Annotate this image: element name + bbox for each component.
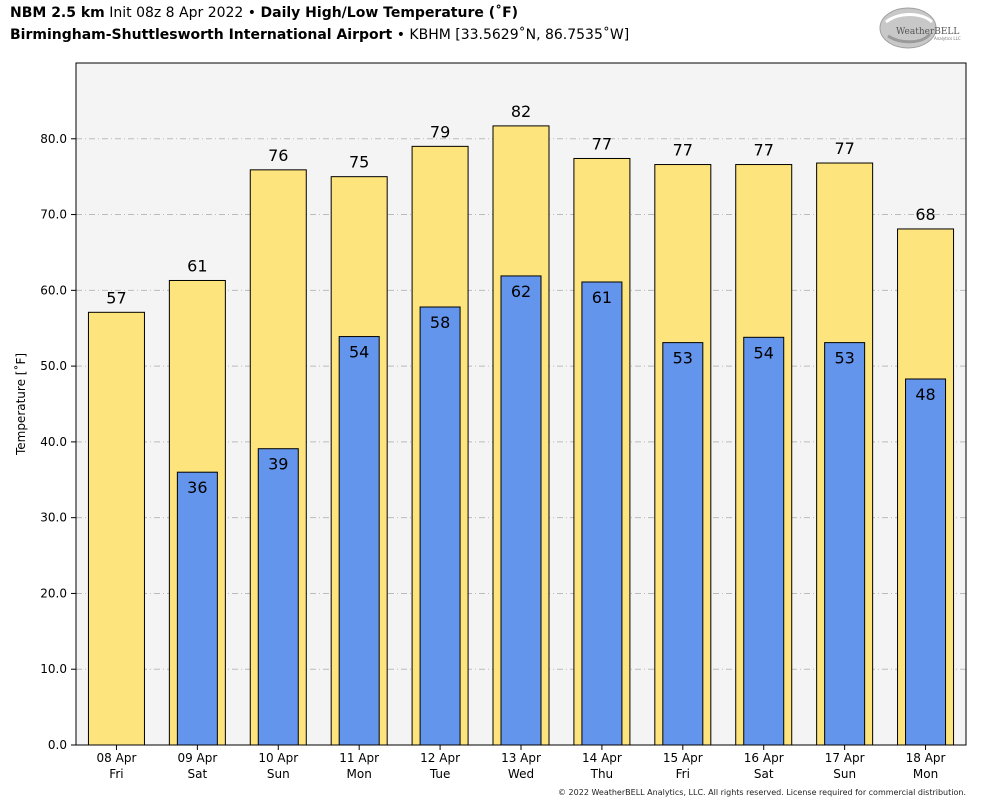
high-value-label: 76 — [268, 146, 288, 165]
x-tick-day: Mon — [913, 767, 938, 781]
low-bar-10 — [905, 378, 947, 746]
bar-labels: 57 61 36 76 39 75 54 79 58 82 62 77 61 77 53 77 54 77 53 68… — [106, 102, 935, 497]
station-name: Birmingham-Shuttlesworth International A… — [10, 27, 393, 43]
copyright-footer: © 2022 WeatherBELL Analytics, LLC. All r… — [558, 788, 966, 797]
x-tick-date: 14 Apr — [582, 751, 622, 765]
low-bar-3 — [338, 336, 380, 746]
low-value-label: 58 — [430, 313, 450, 332]
x-tick-date: 17 Apr — [825, 751, 865, 765]
low-value-label: 54 — [754, 343, 774, 362]
x-tick-day: Sun — [833, 767, 856, 781]
y-axis-label: Temperature [˚F] — [13, 353, 28, 456]
logo-subtext: Analytics LLC — [934, 36, 961, 41]
station-coords: KBHM [33.5629˚N, 86.7535˚W] — [409, 27, 630, 43]
x-tick-day: Thu — [590, 767, 614, 781]
weatherbell-logo: WeatherBELL Analytics LLC — [879, 7, 961, 49]
x-tick-date: 16 Apr — [744, 751, 784, 765]
low-bar-2 — [257, 448, 299, 746]
model-name: NBM 2.5 km — [10, 5, 105, 21]
high-value-label: 68 — [915, 205, 935, 224]
high-value-label: 77 — [754, 141, 774, 160]
x-tick-date: 18 Apr — [906, 751, 946, 765]
low-bar-4 — [419, 306, 461, 746]
high-value-label: 79 — [430, 122, 450, 141]
y-axis: 0.0 10.0 20.0 30.0 40.0 50.0 60.0 70.0 80.0 — [40, 132, 76, 752]
high-value-label: 77 — [592, 134, 612, 153]
x-axis: 08 Apr Fri 09 Apr Sat 10 Apr Sun 11 Apr Mon 12 A… — [97, 745, 946, 781]
low-value-label: 36 — [187, 478, 207, 497]
y-tick-label: 10.0 — [40, 662, 67, 676]
x-tick-day: Fri — [676, 767, 690, 781]
y-tick-label: 40.0 — [40, 435, 67, 449]
low-value-label: 48 — [915, 385, 935, 404]
x-tick-date: 11 Apr — [339, 751, 379, 765]
high-value-label: 82 — [511, 102, 531, 121]
bars — [87, 125, 955, 746]
y-tick-label: 0.0 — [48, 738, 67, 752]
low-bar-7 — [662, 342, 704, 746]
low-bar-6 — [581, 281, 623, 746]
high-value-label: 77 — [834, 139, 854, 158]
title-separator: • — [247, 5, 257, 21]
high-value-label: 75 — [349, 153, 369, 172]
x-tick-day: Wed — [508, 767, 534, 781]
x-tick-day: Fri — [109, 767, 123, 781]
low-value-label: 53 — [834, 349, 854, 368]
high-value-label: 61 — [187, 256, 207, 275]
low-bar-8 — [743, 336, 785, 746]
init-time: Init 08z 8 Apr 2022 — [109, 5, 244, 21]
chart-title-line-2: Birmingham-Shuttlesworth International A… — [10, 27, 629, 43]
low-value-label: 39 — [268, 455, 288, 474]
y-tick-label: 50.0 — [40, 359, 67, 373]
x-tick-date: 10 Apr — [258, 751, 298, 765]
x-tick-date: 13 Apr — [501, 751, 541, 765]
logo-text: WeatherBELL — [896, 27, 959, 37]
x-tick-day: Sun — [267, 767, 290, 781]
x-tick-day: Tue — [429, 767, 451, 781]
low-value-label: 62 — [511, 282, 531, 301]
low-bar-1 — [176, 471, 218, 746]
x-tick-date: 08 Apr — [97, 751, 137, 765]
low-value-label: 54 — [349, 343, 369, 362]
x-tick-day: Sat — [754, 767, 774, 781]
product-name: Daily High/Low Temperature (˚F) — [260, 5, 519, 21]
high-bar-0 — [87, 311, 145, 746]
high-value-label: 57 — [106, 288, 126, 307]
low-bar-9 — [824, 342, 866, 746]
title-separator-2: • — [396, 27, 405, 43]
y-tick-label: 20.0 — [40, 586, 67, 600]
y-tick-label: 80.0 — [40, 132, 67, 146]
low-value-label: 61 — [592, 288, 612, 307]
x-tick-date: 12 Apr — [420, 751, 460, 765]
x-tick-date: 09 Apr — [177, 751, 217, 765]
y-tick-label: 60.0 — [40, 283, 67, 297]
x-tick-day: Mon — [347, 767, 372, 781]
y-tick-label: 30.0 — [40, 511, 67, 525]
x-tick-date: 15 Apr — [663, 751, 703, 765]
high-value-label: 77 — [673, 141, 693, 160]
x-tick-day: Sat — [188, 767, 208, 781]
low-bar-5 — [500, 275, 542, 746]
low-value-label: 53 — [673, 349, 693, 368]
chart-title-line-1: NBM 2.5 km Init 08z 8 Apr 2022 • Daily H… — [10, 5, 518, 21]
y-tick-label: 70.0 — [40, 208, 67, 222]
